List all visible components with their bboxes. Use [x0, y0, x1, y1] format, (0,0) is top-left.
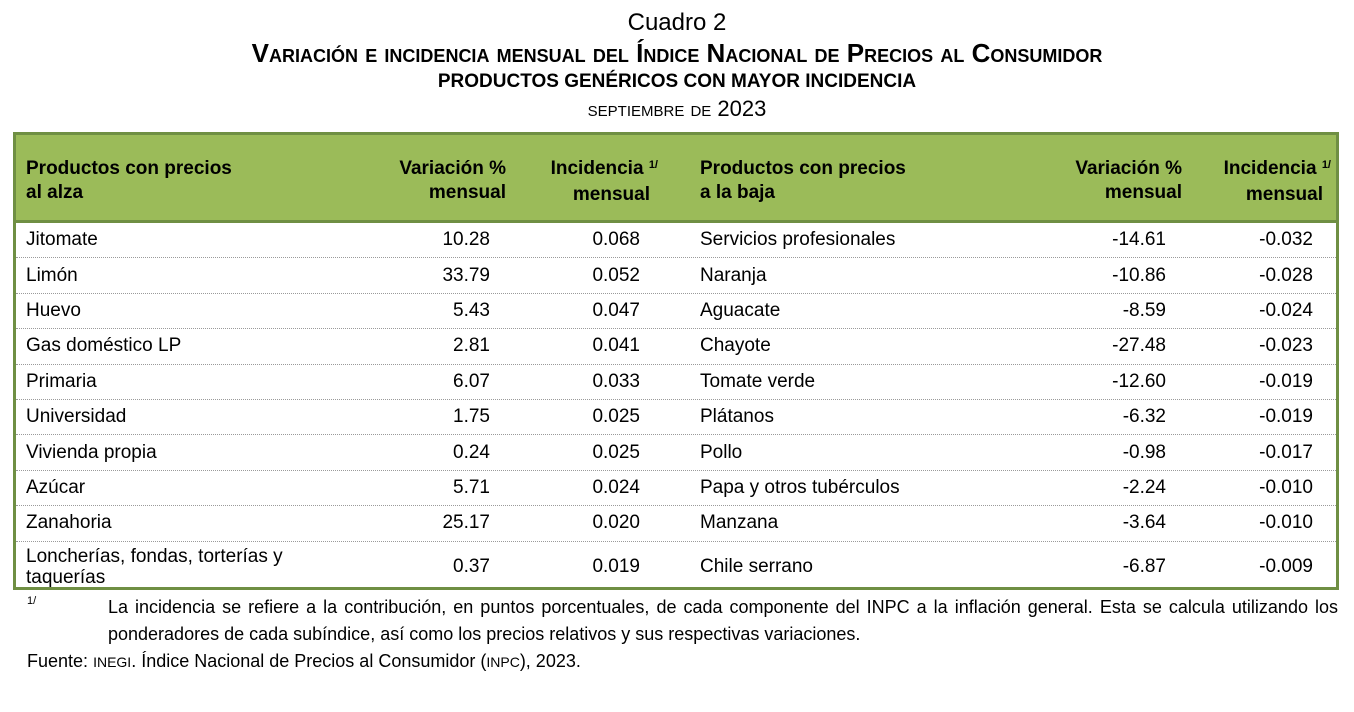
col-header-down-incidence: Incidencia 1/ mensual — [1223, 158, 1331, 205]
cell-down-product: Tomate verde — [700, 370, 816, 392]
cell-down-var: -2.24 — [1122, 476, 1166, 498]
cell-down-product: Pollo — [700, 441, 743, 463]
cell-up-var: 6.07 — [453, 370, 490, 392]
cell-down-var: -6.32 — [1122, 406, 1166, 428]
cell-up-product: Vivienda propia — [26, 441, 157, 463]
source-label: Fuente: — [27, 651, 89, 671]
period-year: 2023 — [717, 96, 767, 121]
cell-down-var: -27.48 — [1112, 335, 1166, 357]
cell-up-product: Azúcar — [26, 476, 86, 498]
cell-up-var: 10.28 — [442, 229, 490, 251]
cell-down-inc: -0.009 — [1259, 556, 1313, 578]
cell-down-product: Chayote — [700, 335, 771, 357]
table-row: Vivienda propia 0.24 0.025 Pollo -0.98 -0.017 — [16, 435, 1336, 471]
cell-down-inc: -0.032 — [1259, 229, 1313, 251]
cell-down-product: Aguacate — [700, 299, 781, 321]
cell-up-product: Huevo — [26, 299, 81, 321]
table-row: Limón 33.79 0.052 Naranja -10.86 -0.028 — [16, 258, 1336, 294]
cell-down-var: -12.60 — [1112, 370, 1166, 392]
title-block: Cuadro 2 Variación e incidencia mensual … — [0, 8, 1354, 122]
cell-up-product: Zanahoria — [26, 512, 112, 534]
cell-up-var: 33.79 — [442, 264, 490, 286]
cell-up-inc: 0.052 — [592, 264, 640, 286]
cell-down-inc: -0.010 — [1259, 512, 1313, 534]
cell-down-product: Papa y otros tubérculos — [700, 476, 900, 498]
cell-up-product: Universidad — [26, 406, 127, 428]
cell-up-inc: 0.019 — [592, 556, 640, 578]
cell-up-inc: 0.068 — [592, 229, 640, 251]
table-row: Primaria 6.07 0.033 Tomate verde -12.60 -0.01… — [16, 365, 1336, 400]
cell-down-inc: -0.028 — [1259, 264, 1313, 286]
source-org: INEGI — [93, 654, 132, 670]
cell-up-var: 5.43 — [453, 299, 490, 321]
cell-up-var: 0.24 — [453, 441, 490, 463]
cell-down-product: Plátanos — [700, 406, 774, 428]
cell-down-var: -6.87 — [1122, 556, 1166, 578]
table-row: Jitomate 10.28 0.068 Servicios profesionale… — [16, 223, 1336, 259]
cell-up-product: Gas doméstico LP — [26, 335, 182, 357]
table-row: Gas doméstico LP 2.81 0.041 Chayote -27.48 -0… — [16, 329, 1336, 365]
cell-down-product: Naranja — [700, 264, 767, 286]
table-row: Huevo 5.43 0.047 Aguacate -8.59 -0.024 — [16, 294, 1336, 330]
col-header-down-variation: Variación % mensual — [1075, 158, 1182, 203]
table-title: Variación e incidencia mensual del Índic… — [251, 38, 1103, 68]
cell-up-var: 5.71 — [453, 476, 490, 498]
table-label: Cuadro 2 — [627, 9, 727, 36]
cell-up-product: Jitomate — [26, 229, 98, 251]
cell-down-var: -8.59 — [1122, 299, 1166, 321]
cell-down-inc: -0.010 — [1259, 476, 1313, 498]
cell-down-product: Servicios profesionales — [700, 229, 896, 251]
footnote-mark: 1/ — [27, 595, 37, 607]
cell-down-product: Manzana — [700, 512, 779, 534]
table-row: Zanahoria 25.17 0.020 Manzana -3.64 -0.010 — [16, 506, 1336, 542]
cell-up-product: Loncherías, fondas, torterías y taquerías — [26, 546, 283, 589]
col-header-up-product: Productos con precios al alza — [26, 158, 232, 203]
period-month: septiembre de — [587, 96, 712, 121]
data-table: Productos con precios al alza Variación … — [13, 132, 1339, 590]
cell-up-product: Limón — [26, 264, 78, 286]
cell-up-var: 0.37 — [453, 556, 490, 578]
cell-up-inc: 0.033 — [592, 370, 640, 392]
table-row: Azúcar 5.71 0.024 Papa y otros tubérculos -2… — [16, 471, 1336, 507]
cell-down-var: -3.64 — [1122, 512, 1166, 534]
cell-down-inc: -0.019 — [1259, 406, 1313, 428]
cell-up-var: 1.75 — [453, 406, 490, 428]
note-mark: 1/ — [1321, 159, 1331, 171]
cell-up-inc: 0.025 — [592, 406, 640, 428]
cell-up-var: 2.81 — [453, 335, 490, 357]
cell-up-inc: 0.041 — [592, 335, 640, 357]
cell-up-inc: 0.024 — [592, 476, 640, 498]
cell-up-product: Primaria — [26, 370, 97, 392]
cell-down-var: -0.98 — [1122, 441, 1166, 463]
source-line: Fuente: INEGI. Índice Nacional de Precio… — [27, 651, 581, 671]
cell-down-inc: -0.017 — [1259, 441, 1313, 463]
cell-up-inc: 0.047 — [592, 299, 640, 321]
col-header-up-incidence: Incidencia 1/ mensual — [550, 158, 658, 205]
table-header: Productos con precios al alza Variación … — [16, 135, 1336, 223]
cell-up-var: 25.17 — [442, 512, 490, 534]
cell-down-inc: -0.023 — [1259, 335, 1313, 357]
cell-up-inc: 0.025 — [592, 441, 640, 463]
cell-down-product: Chile serrano — [700, 556, 813, 578]
col-header-up-variation: Variación % mensual — [399, 158, 506, 203]
table-subtitle: PRODUCTOS GENÉRICOS CON MAYOR INCIDENCIA — [437, 71, 917, 92]
cell-down-inc: -0.019 — [1259, 370, 1313, 392]
note-mark: 1/ — [648, 159, 658, 171]
cell-down-var: -10.86 — [1112, 264, 1166, 286]
table-body: Jitomate 10.28 0.068 Servicios profesionale… — [16, 223, 1336, 593]
table-row: Universidad 1.75 0.025 Plátanos -6.32 -0.019 — [16, 400, 1336, 436]
footnote-text: La incidencia se refiere a la contribuci… — [108, 597, 1338, 644]
cell-up-inc: 0.020 — [592, 512, 640, 534]
table-row: Loncherías, fondas, torterías y taquerías… — [16, 542, 1336, 593]
cell-down-var: -14.61 — [1112, 229, 1166, 251]
cell-down-inc: -0.024 — [1259, 299, 1313, 321]
col-header-down-product: Productos con precios a la baja — [700, 158, 906, 203]
source-abbr: INPC — [486, 654, 520, 670]
table-period: septiembre de 2023 — [0, 96, 1354, 122]
